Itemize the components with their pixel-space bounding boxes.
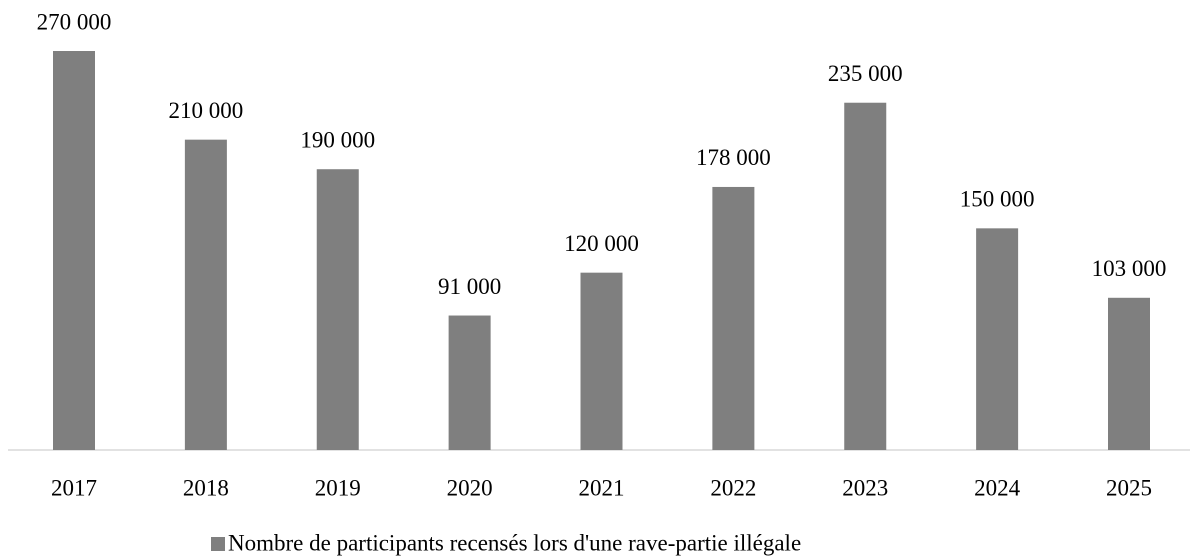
value-label: 190 000 bbox=[300, 128, 375, 153]
value-label: 103 000 bbox=[1092, 256, 1167, 281]
bar bbox=[976, 228, 1019, 450]
legend-label: Nombre de participants recensés lors d'u… bbox=[228, 530, 801, 555]
bar bbox=[1108, 297, 1150, 450]
value-label: 91 000 bbox=[438, 274, 501, 299]
x-tick-label: 2025 bbox=[1106, 475, 1152, 500]
value-label: 150 000 bbox=[960, 187, 1035, 212]
x-tick-label: 2023 bbox=[842, 475, 888, 500]
x-tick-label: 2017 bbox=[51, 475, 97, 500]
legend-swatch bbox=[211, 537, 225, 551]
x-tick-label: 2022 bbox=[710, 475, 756, 500]
bar bbox=[184, 139, 227, 450]
value-label: 210 000 bbox=[169, 98, 244, 123]
x-tick-label: 2021 bbox=[579, 475, 625, 500]
value-label: 235 000 bbox=[828, 61, 903, 86]
bar bbox=[844, 102, 887, 450]
x-tick-label: 2024 bbox=[974, 475, 1021, 500]
x-tick-label: 2018 bbox=[183, 475, 229, 500]
bar bbox=[712, 186, 755, 450]
x-tick-label: 2019 bbox=[315, 475, 361, 500]
x-tick-label: 2020 bbox=[447, 475, 493, 500]
bar bbox=[580, 272, 623, 450]
bar bbox=[53, 51, 95, 450]
value-label: 270 000 bbox=[37, 9, 112, 34]
bar bbox=[448, 315, 491, 450]
value-label: 178 000 bbox=[696, 145, 771, 170]
bar bbox=[316, 169, 359, 450]
value-label: 120 000 bbox=[564, 231, 639, 256]
